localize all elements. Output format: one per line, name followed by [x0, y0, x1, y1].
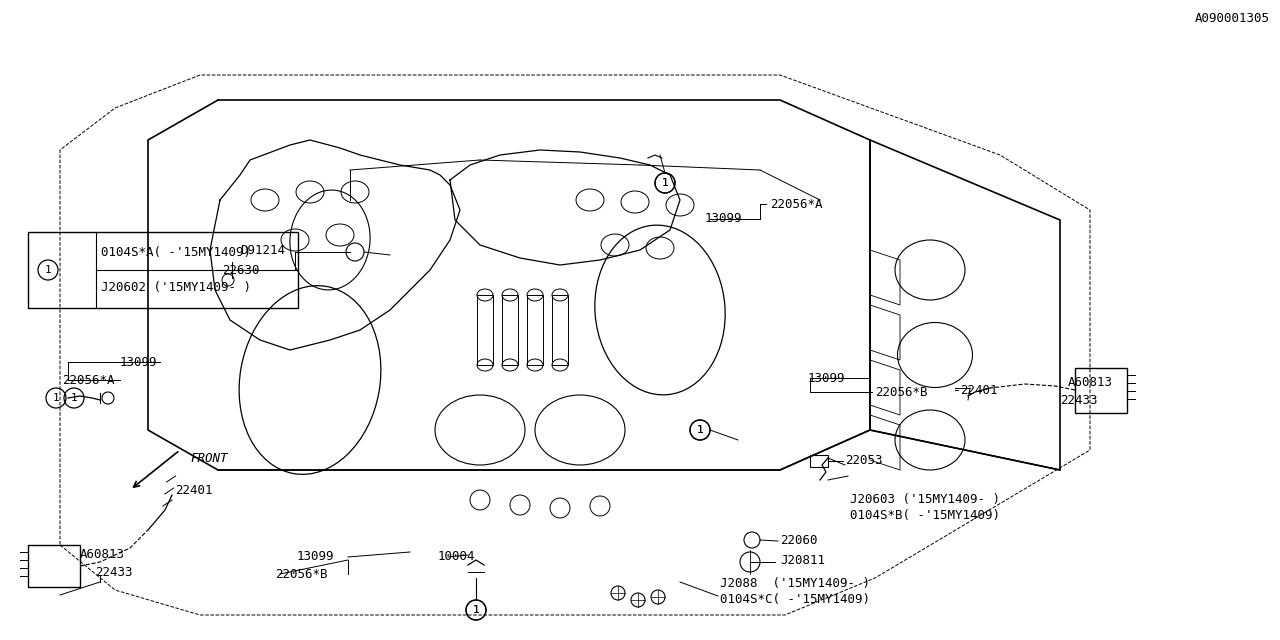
Text: FRONT: FRONT — [189, 451, 228, 465]
Text: 1: 1 — [696, 425, 704, 435]
Text: 1: 1 — [52, 393, 59, 403]
Bar — [552, 295, 568, 365]
Text: 22056*A: 22056*A — [61, 374, 114, 387]
Text: A090001305: A090001305 — [1196, 12, 1270, 24]
Bar — [1075, 368, 1126, 413]
Text: 13099: 13099 — [705, 212, 742, 225]
Text: 22056*B: 22056*B — [876, 385, 928, 399]
Text: 22053: 22053 — [845, 454, 882, 467]
Text: 22401: 22401 — [960, 383, 997, 397]
Text: 0104S*B( -'15MY1409): 0104S*B( -'15MY1409) — [850, 509, 1000, 522]
Text: J20603 ('15MY1409- ): J20603 ('15MY1409- ) — [850, 493, 1000, 506]
Text: 1: 1 — [45, 265, 51, 275]
Text: 22056*B: 22056*B — [275, 568, 328, 580]
Text: 22401: 22401 — [175, 483, 212, 497]
Text: 1: 1 — [662, 178, 668, 188]
Bar — [477, 295, 493, 365]
Text: 13099: 13099 — [808, 371, 846, 385]
Text: 22630: 22630 — [221, 264, 260, 276]
Text: 13099: 13099 — [297, 550, 334, 563]
Text: 0104S*A( -'15MY1409): 0104S*A( -'15MY1409) — [101, 246, 251, 259]
Text: 13099: 13099 — [120, 355, 157, 369]
Text: 22433: 22433 — [1060, 394, 1097, 406]
Text: 1: 1 — [472, 605, 480, 615]
Text: J20811: J20811 — [780, 554, 826, 566]
Bar — [527, 295, 543, 365]
Text: 22433: 22433 — [95, 566, 133, 579]
Bar — [28, 232, 298, 308]
Text: 1: 1 — [662, 178, 668, 188]
Text: D91214: D91214 — [241, 244, 285, 257]
Text: 22060: 22060 — [780, 534, 818, 547]
Text: A60813: A60813 — [1068, 376, 1114, 388]
Bar — [810, 455, 828, 467]
Bar — [502, 295, 518, 365]
Text: J2088  ('15MY1409- ): J2088 ('15MY1409- ) — [719, 577, 870, 589]
Text: A60813: A60813 — [79, 548, 125, 561]
Text: 0104S*C( -'15MY1409): 0104S*C( -'15MY1409) — [719, 593, 870, 607]
Text: 1: 1 — [472, 605, 480, 615]
Text: 10004: 10004 — [438, 550, 475, 563]
Text: J20602 ('15MY1409- ): J20602 ('15MY1409- ) — [101, 281, 251, 294]
Text: 1: 1 — [70, 393, 77, 403]
Bar — [28, 545, 79, 587]
Text: 1: 1 — [696, 425, 704, 435]
Text: 22056*A: 22056*A — [771, 198, 823, 211]
